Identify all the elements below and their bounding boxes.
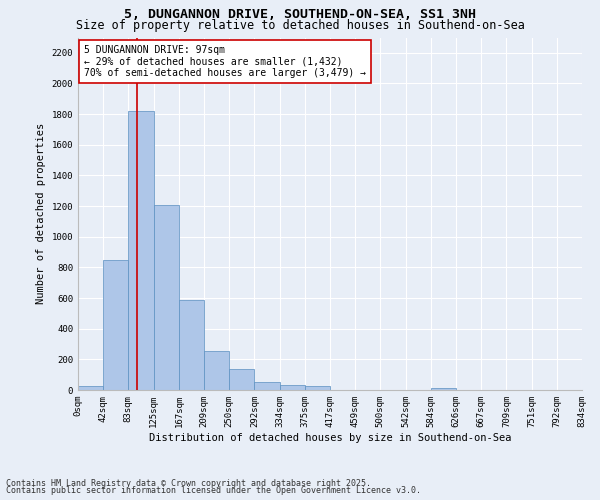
Bar <box>78 386 103 390</box>
Text: 5 DUNGANNON DRIVE: 97sqm
← 29% of detached houses are smaller (1,432)
70% of sem: 5 DUNGANNON DRIVE: 97sqm ← 29% of detach… <box>84 45 366 78</box>
Bar <box>280 384 305 390</box>
Text: Size of property relative to detached houses in Southend-on-Sea: Size of property relative to detached ho… <box>76 18 524 32</box>
Text: 5, DUNGANNON DRIVE, SOUTHEND-ON-SEA, SS1 3NH: 5, DUNGANNON DRIVE, SOUTHEND-ON-SEA, SS1… <box>124 8 476 20</box>
Bar <box>305 386 330 390</box>
Bar <box>431 388 457 390</box>
Bar <box>254 382 280 390</box>
Bar <box>179 300 205 390</box>
Bar <box>205 351 229 390</box>
Bar <box>103 260 128 390</box>
Text: Contains public sector information licensed under the Open Government Licence v3: Contains public sector information licen… <box>6 486 421 495</box>
Bar <box>229 370 254 390</box>
X-axis label: Distribution of detached houses by size in Southend-on-Sea: Distribution of detached houses by size … <box>149 432 511 442</box>
Text: Contains HM Land Registry data © Crown copyright and database right 2025.: Contains HM Land Registry data © Crown c… <box>6 478 371 488</box>
Y-axis label: Number of detached properties: Number of detached properties <box>36 123 46 304</box>
Bar <box>128 111 154 390</box>
Bar <box>154 204 179 390</box>
